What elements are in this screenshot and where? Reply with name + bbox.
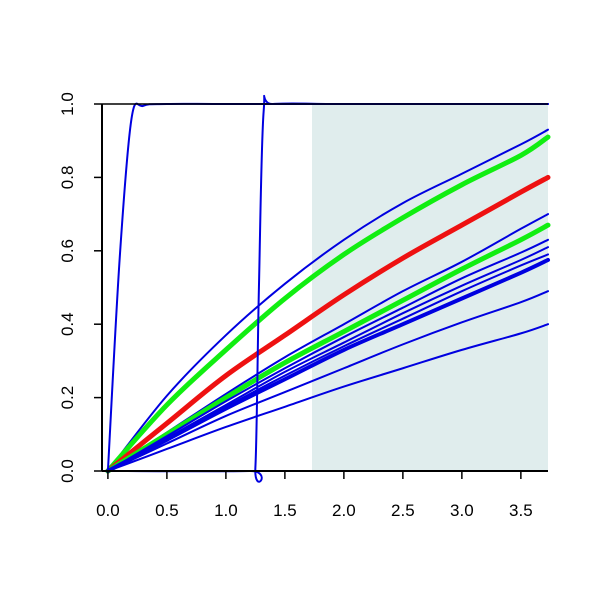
series-line-10 bbox=[106, 290, 549, 472]
y-tick-label: 0.8 bbox=[58, 166, 77, 190]
series-line-9 bbox=[105, 257, 550, 473]
series-line-7 bbox=[106, 246, 549, 472]
y-tick-label: 0.4 bbox=[58, 312, 77, 336]
x-tick-label: 0.5 bbox=[155, 501, 179, 520]
series-line-1 bbox=[106, 128, 549, 472]
series-line-5 bbox=[105, 222, 551, 474]
x-tick-label: 1.5 bbox=[273, 501, 297, 520]
x-tick-label: 2.0 bbox=[332, 501, 356, 520]
series-line-2 bbox=[105, 134, 551, 474]
x-tick-label: 1.0 bbox=[214, 501, 238, 520]
series-line-11 bbox=[106, 323, 549, 472]
y-tick-label: 0.2 bbox=[58, 386, 77, 410]
x-tick-label: 0.0 bbox=[96, 501, 120, 520]
x-tick-label: 2.5 bbox=[391, 501, 415, 520]
axis-layer bbox=[101, 103, 548, 472]
x-tick-label: 3.0 bbox=[450, 501, 474, 520]
y-tick-label: 0.6 bbox=[58, 239, 77, 263]
x-axis-ticks: 0.0 0.5 1.0 1.5 2.0 2.5 3.0 3.5 bbox=[96, 471, 533, 520]
series-line-6 bbox=[106, 238, 549, 472]
y-tick-label: 0.0 bbox=[58, 459, 77, 483]
series-line-3 bbox=[105, 174, 551, 474]
x-tick-label: 3.5 bbox=[509, 501, 533, 520]
y-tick-label: 1.0 bbox=[58, 92, 77, 116]
y-axis-ticks: 0.0 0.2 0.4 0.6 0.8 1.0 bbox=[58, 92, 102, 483]
